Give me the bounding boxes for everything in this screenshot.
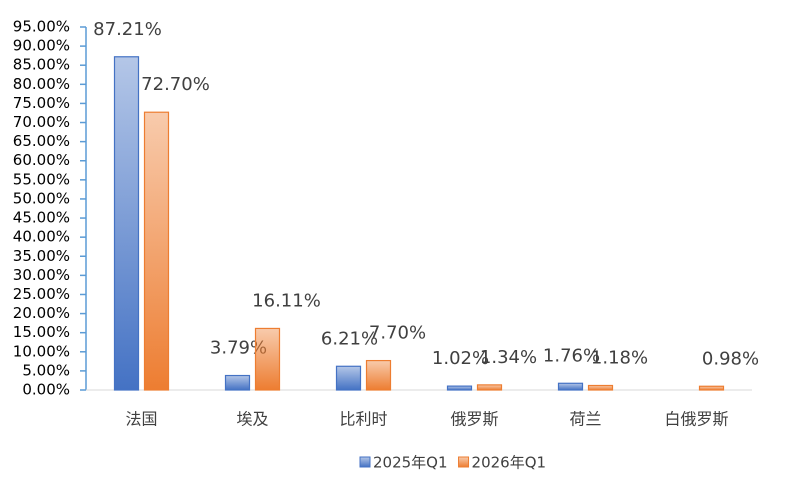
y-tick-label: 35.00% (13, 247, 70, 265)
y-tick-label: 45.00% (13, 209, 70, 227)
value-label: 16.11% (252, 290, 321, 311)
bar (446, 385, 473, 391)
legend-swatch (458, 456, 470, 468)
x-tick-label: 比利时 (339, 410, 387, 429)
y-tick-label: 10.00% (13, 342, 70, 360)
value-label: 0.98% (702, 348, 759, 369)
y-tick-label: 30.00% (13, 266, 70, 284)
bar (698, 385, 725, 391)
legend-label: 2025年Q1 (373, 454, 448, 472)
bar (476, 384, 503, 391)
y-tick-label: 65.00% (13, 132, 70, 150)
value-label: 1.02% (432, 348, 489, 369)
y-tick-label: 50.00% (13, 189, 70, 207)
x-tick-label: 俄罗斯 (450, 410, 498, 429)
y-tick-label: 70.00% (13, 113, 70, 131)
bar (113, 56, 140, 391)
y-tick-label: 80.00% (13, 75, 70, 93)
y-tick-label: 85.00% (13, 56, 70, 74)
value-label: 7.70% (369, 323, 426, 344)
y-tick-label: 60.00% (13, 151, 70, 169)
bar (365, 359, 392, 391)
bar (335, 365, 362, 391)
y-tick-label: 25.00% (13, 285, 70, 303)
bar (254, 327, 281, 391)
bar (557, 382, 584, 391)
y-tick-label: 75.00% (13, 94, 70, 112)
value-label: 1.18% (591, 347, 648, 368)
bar (224, 374, 251, 391)
x-tick-label: 埃及 (236, 410, 268, 429)
y-tick-label: 0.00% (22, 381, 70, 399)
y-tick-label: 90.00% (13, 37, 70, 55)
y-tick-label: 5.00% (22, 361, 70, 379)
y-tick-label: 95.00% (13, 18, 70, 36)
value-label: 87.21% (93, 19, 162, 40)
bar (143, 111, 170, 391)
x-tick-label: 荷兰 (569, 410, 601, 429)
bar (587, 384, 614, 391)
value-label: 72.70% (141, 74, 210, 95)
y-tick-label: 15.00% (13, 323, 70, 341)
y-tick-label: 20.00% (13, 304, 70, 322)
value-label: 3.79% (210, 338, 267, 359)
y-tick-label: 55.00% (13, 170, 70, 188)
legend-label: 2026年Q1 (472, 454, 547, 472)
legend-swatch (359, 456, 371, 468)
value-label: 6.21% (321, 328, 378, 349)
value-label: 1.34% (480, 347, 537, 368)
x-tick-label: 白俄罗斯 (664, 410, 728, 429)
y-tick-label: 40.00% (13, 228, 70, 246)
x-tick-label: 法国 (125, 410, 157, 429)
value-label: 1.76% (543, 345, 600, 366)
